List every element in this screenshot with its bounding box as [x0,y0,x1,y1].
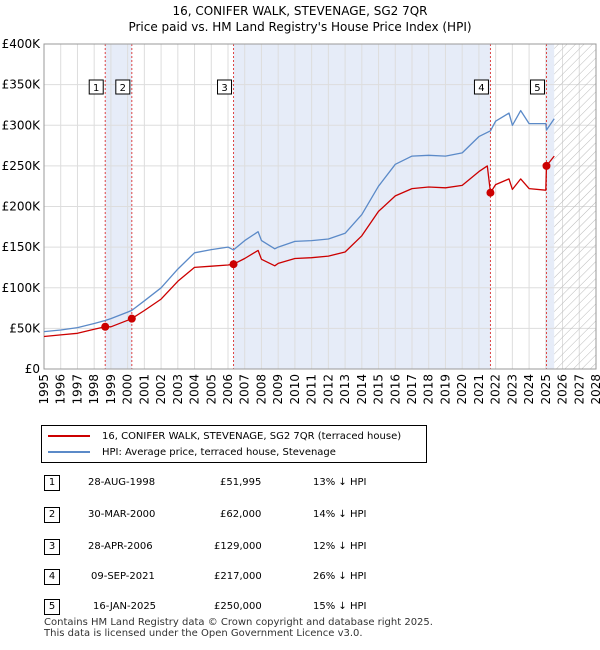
x-tick-label: 2001 [137,374,151,405]
x-tick-label: 1999 [104,374,118,405]
x-tick-label: 2005 [204,374,218,405]
sale-price: £62,000 [220,509,262,520]
x-tick-label: 2016 [388,374,402,405]
sale-price: £51,995 [220,477,262,488]
sale-marker-label: 4 [478,83,484,94]
y-tick-label: £400K [2,37,42,51]
sale-marker-label: 3 [221,83,227,94]
x-tick-label: 2015 [372,374,386,405]
attribution-line-2: This data is licensed under the Open Gov… [44,628,363,639]
legend-item-hpi: HPI: Average price, terraced house, Stev… [42,445,336,459]
price-chart: £0 £50K £100K £150K £200K £250K £300K £350K £400… [2,37,600,405]
sale-marker-label: 5 [534,83,540,94]
legend-label-hpi: HPI: Average price, terraced house, Stev… [102,446,336,458]
legend-swatch-property [48,435,90,437]
x-tick-label: 2021 [472,374,486,405]
x-tick-label: 2028 [589,374,600,405]
sale-point [127,314,136,323]
sale-hpi-diff: 15% ↓ HPI [313,601,367,612]
sale-point [229,260,238,269]
x-tick-label: 2009 [271,374,285,405]
y-tick-label: £200K [2,200,42,214]
sale-marker-box [217,79,233,95]
x-tick-label: 2008 [254,374,268,405]
forecast-hatch [554,44,596,369]
x-tick-label: 2003 [171,374,185,405]
x-tick-label: 2025 [539,374,553,405]
table-row: 4 09-SEP-2021 £217,000 26% ↓ HPI [0,567,600,587]
x-tick-label: 2014 [355,374,369,405]
x-tick-label: 2026 [556,374,570,405]
sale-point [486,188,495,197]
x-tick-label: 2013 [338,374,352,405]
x-tick-label: 2000 [121,374,135,405]
sale-marker-label: 1 [93,83,99,94]
sale-hpi-diff: 26% ↓ HPI [313,571,367,582]
sale-marker-box [115,79,131,95]
y-tick-label: £100K [2,281,42,295]
x-tick-label: 2004 [188,374,202,405]
sale-number-badge: 1 [44,475,60,491]
sale-hpi-diff: 13% ↓ HPI [313,477,367,488]
x-tick-label: 1997 [70,374,84,405]
sale-number-badge: 2 [44,507,60,523]
chart-title: 16, CONIFER WALK, STEVENAGE, SG2 7QR [172,4,428,18]
table-row: 2 30-MAR-2000 £62,000 14% ↓ HPI [0,505,600,525]
table-row: 3 28-APR-2006 £129,000 12% ↓ HPI [0,537,600,557]
x-tick-label: 2022 [489,374,503,405]
x-tick-label: 2017 [405,374,419,405]
legend-item-property: 16, CONIFER WALK, STEVENAGE, SG2 7QR (te… [42,429,401,443]
table-row: 5 16-JAN-2025 £250,000 15% ↓ HPI [0,597,600,617]
sale-date: 28-AUG-1998 [88,477,156,488]
y-tick-label: £250K [2,159,42,173]
x-tick-label: 2019 [438,374,452,405]
sale-point [101,322,110,331]
sale-price: £250,000 [214,601,262,612]
sale-marker-box [88,79,104,95]
sale-hpi-diff: 12% ↓ HPI [313,541,367,552]
sale-price: £129,000 [214,541,262,552]
x-tick-label: 2027 [572,374,586,405]
legend-label-property: 16, CONIFER WALK, STEVENAGE, SG2 7QR (te… [102,430,402,442]
sale-hpi-diff: 14% ↓ HPI [313,509,367,520]
x-tick-label: 2011 [305,374,319,405]
x-tick-label: 2023 [505,374,519,405]
y-tick-label: £0 [25,362,40,376]
sale-number-badge: 5 [44,599,60,615]
sale-marker-box [473,79,489,95]
sale-point [542,161,551,170]
sale-price: £217,000 [214,571,262,582]
sale-date: 28-APR-2006 [88,541,153,552]
sale-date: 16-JAN-2025 [93,601,157,612]
plot-frame [43,43,597,370]
y-tick-label: £300K [2,118,42,132]
legend-swatch-hpi [48,451,90,453]
x-tick-label: 2020 [455,374,469,405]
sale-marker-label: 2 [120,83,126,94]
x-tick-label: 1996 [54,374,68,405]
attribution-line-1: Contains HM Land Registry data © Crown c… [44,617,433,628]
hpi-series-line [43,109,555,333]
sale-date: 09-SEP-2021 [91,571,155,582]
table-row: 1 28-AUG-1998 £51,995 13% ↓ HPI [0,473,600,493]
sale-number-badge: 4 [44,569,60,585]
x-tick-label: 2002 [154,374,168,405]
x-tick-label: 2010 [288,374,302,405]
x-tick-label: 2012 [321,374,335,405]
y-tick-label: £350K [2,78,42,92]
sale-date: 30-MAR-2000 [88,509,156,520]
chart-subtitle: Price paid vs. HM Land Registry's House … [128,20,472,34]
sale-marker-box [529,79,545,95]
x-tick-label: 2024 [522,374,536,405]
sale-number-badge: 3 [44,539,60,555]
y-tick-label: £150K [2,240,42,254]
y-tick-label: £50K [9,321,41,335]
x-tick-label: 1995 [37,374,51,405]
x-tick-label: 1998 [87,374,101,405]
x-tick-label: 2006 [221,374,235,405]
legend: 16, CONIFER WALK, STEVENAGE, SG2 7QR (te… [41,425,427,463]
x-tick-label: 2018 [422,374,436,405]
x-tick-label: 2007 [238,374,252,405]
attribution: Contains HM Land Registry data © Crown c… [44,617,433,639]
